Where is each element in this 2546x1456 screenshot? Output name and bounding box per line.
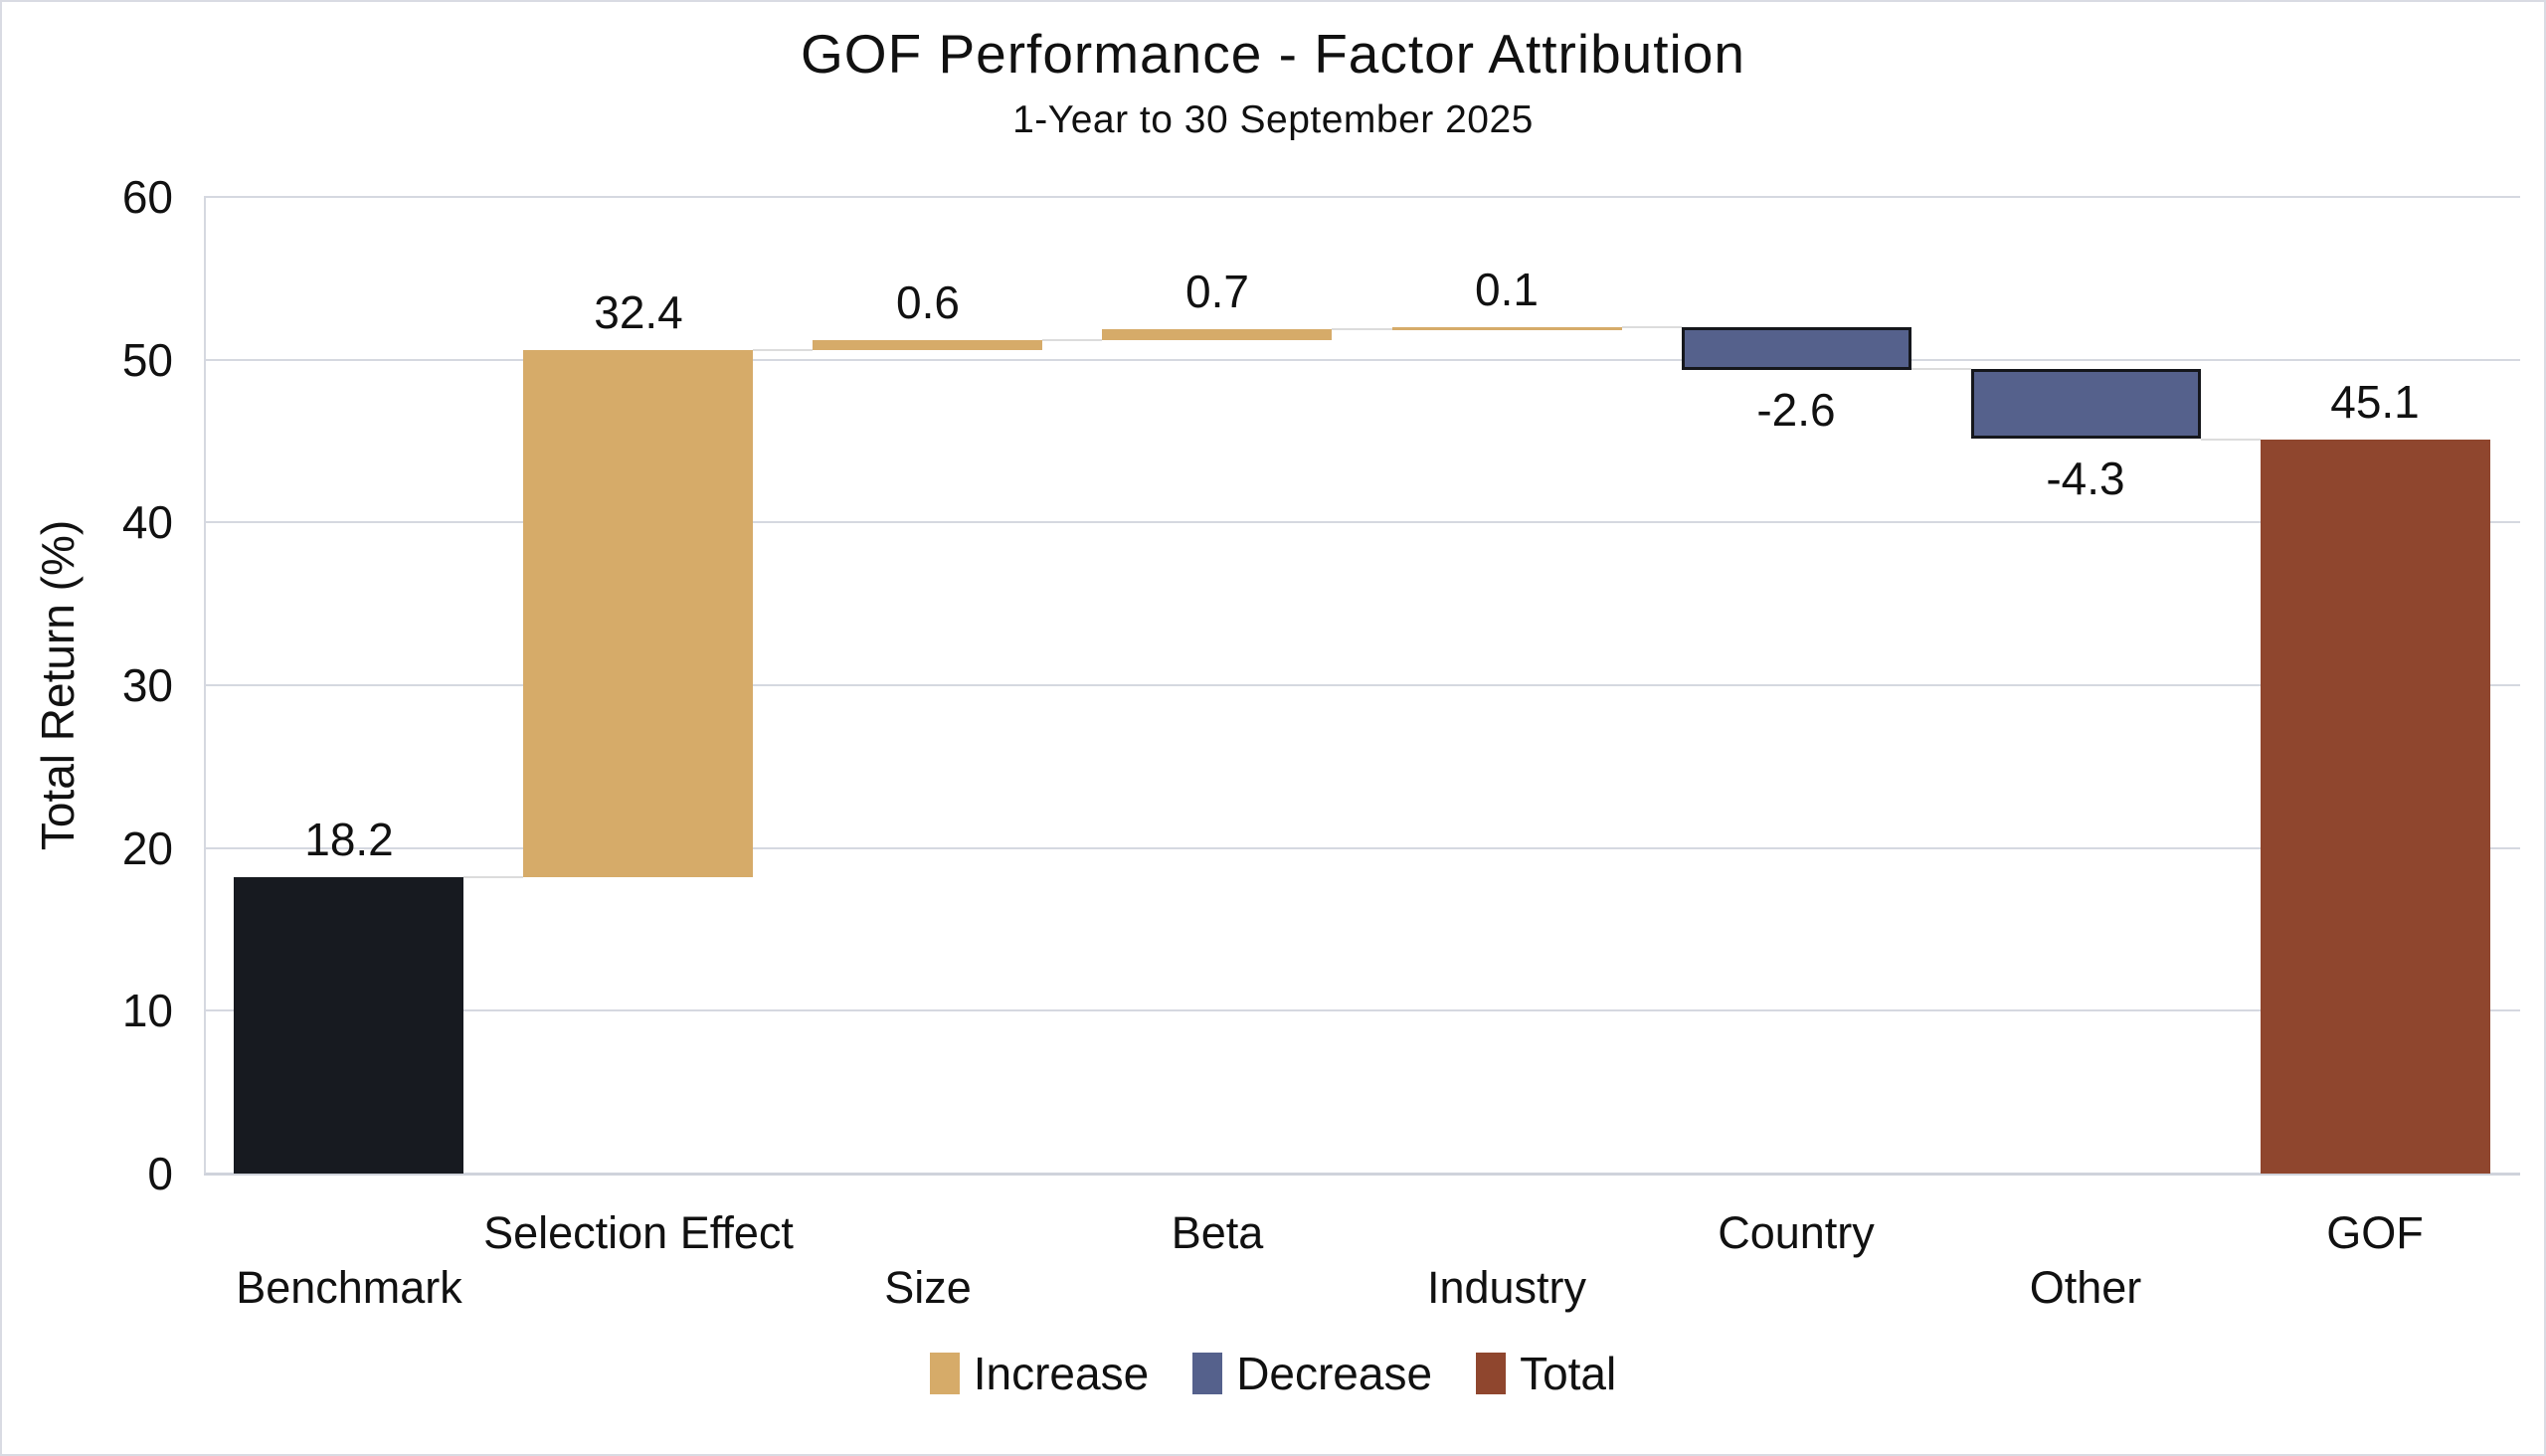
y-tick-label: 60 <box>121 171 173 223</box>
chart-title: GOF Performance - Factor Attribution <box>801 23 1745 85</box>
gridline-y20 <box>204 847 2520 849</box>
value-label: 32.4 <box>594 286 683 338</box>
value-label: 45.1 <box>2330 376 2420 428</box>
bar-selection-effect <box>523 350 753 877</box>
y-tick-label: 10 <box>121 985 173 1036</box>
connector-line <box>1332 328 1392 330</box>
gridline-y0 <box>204 1173 2520 1176</box>
x-axis-label: GOF <box>2326 1207 2424 1258</box>
x-axis-label: Selection Effect <box>483 1207 794 1258</box>
x-axis-label: Country <box>1718 1207 1875 1258</box>
gridline-y30 <box>204 684 2520 686</box>
legend-swatch-decrease <box>1192 1353 1223 1394</box>
value-label: 0.6 <box>896 276 960 328</box>
connector-line <box>1042 339 1102 341</box>
bar-gof <box>2261 440 2490 1174</box>
legend: Increase Decrease Total <box>2 1347 2544 1400</box>
connector-line <box>1622 326 1682 328</box>
bar-other <box>1971 369 2201 439</box>
y-tick-label: 0 <box>147 1148 173 1199</box>
legend-label: Decrease <box>1236 1348 1433 1399</box>
value-label: 0.1 <box>1475 264 1539 315</box>
gridline-y60 <box>204 196 2520 198</box>
value-label: 18.2 <box>304 814 394 865</box>
y-axis-spine <box>204 197 206 1174</box>
gridline-y40 <box>204 521 2520 523</box>
legend-label: Total <box>1520 1348 1617 1399</box>
y-tick-label: 20 <box>121 822 173 874</box>
bar-industry <box>1392 327 1622 330</box>
bar-beta <box>1102 329 1332 340</box>
x-axis-label: Size <box>884 1262 972 1313</box>
legend-swatch-total <box>1476 1353 1507 1394</box>
connector-line <box>2201 439 2261 441</box>
legend-item-increase: Increase <box>929 1347 1150 1400</box>
legend-item-decrease: Decrease <box>1192 1347 1432 1400</box>
legend-label: Increase <box>973 1348 1150 1399</box>
value-label: 0.7 <box>1185 266 1249 317</box>
y-tick-label: 30 <box>121 659 173 711</box>
x-axis-label: Benchmark <box>236 1262 462 1313</box>
value-label: -4.3 <box>2046 453 2125 504</box>
bar-benchmark <box>234 877 463 1174</box>
connector-line <box>1911 368 1971 370</box>
connector-line <box>463 876 523 878</box>
chart-subtitle: 1-Year to 30 September 2025 <box>1012 98 1534 141</box>
gridline-y50 <box>204 359 2520 361</box>
y-tick-label: 50 <box>121 334 173 386</box>
connector-line <box>753 349 813 351</box>
y-tick-label: 40 <box>121 496 173 548</box>
bar-size <box>813 340 1042 350</box>
x-axis-label: Other <box>2029 1262 2142 1313</box>
bar-country <box>1682 327 1911 370</box>
x-axis-label: Beta <box>1171 1207 1264 1258</box>
gridline-y10 <box>204 1009 2520 1011</box>
legend-swatch-increase <box>929 1353 960 1394</box>
legend-item-total: Total <box>1476 1347 1616 1400</box>
value-label: -2.6 <box>1756 384 1836 436</box>
x-axis-label: Industry <box>1426 1262 1587 1313</box>
